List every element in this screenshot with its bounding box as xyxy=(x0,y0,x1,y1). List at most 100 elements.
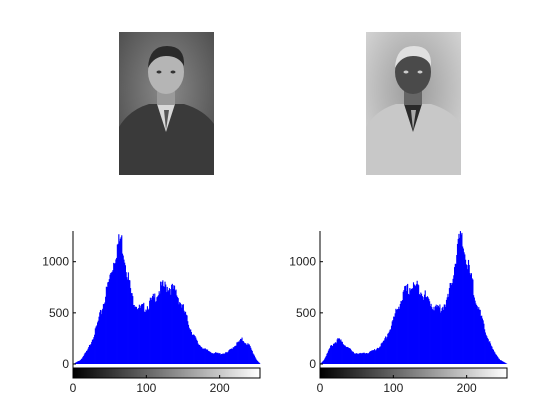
histogram-bar xyxy=(135,306,137,364)
histogram-bar xyxy=(382,342,384,364)
histogram-bar xyxy=(489,341,491,364)
histogram-bar xyxy=(107,282,109,364)
x-tick-label: 0 xyxy=(317,381,324,395)
histogram-bar xyxy=(329,347,331,364)
histogram-bar xyxy=(242,341,244,364)
histogram-bar xyxy=(324,358,326,364)
histogram-bar xyxy=(323,359,325,364)
histogram-bar xyxy=(187,324,190,364)
histogram-bar xyxy=(153,297,155,364)
histogram-bar xyxy=(366,352,368,364)
histogram-bar xyxy=(117,243,119,364)
histogram-bar xyxy=(360,352,362,364)
histogram-bar xyxy=(363,352,365,364)
histogram-bar xyxy=(502,361,504,364)
histogram-bar xyxy=(495,354,497,364)
histogram-bar xyxy=(433,306,435,364)
histogram-bar xyxy=(154,293,156,364)
histogram-bar xyxy=(407,283,409,364)
histogram-bar xyxy=(159,293,161,364)
histogram-bar xyxy=(143,311,146,364)
histogram-bar xyxy=(124,265,126,364)
histogram-bar xyxy=(97,322,99,364)
histogram-bar xyxy=(443,309,445,364)
histogram-bar xyxy=(377,348,379,364)
y-tick-label: 1000 xyxy=(289,255,316,269)
histogram-bar xyxy=(349,348,351,364)
histogram-bar xyxy=(456,255,458,364)
histogram-bar xyxy=(487,338,489,364)
histogram-bar xyxy=(176,297,179,364)
histogram-bar xyxy=(322,361,324,364)
histogram-bar xyxy=(448,296,450,364)
histogram-bar xyxy=(202,348,204,364)
histogram-bar xyxy=(454,263,456,364)
histogram-bar xyxy=(152,293,154,364)
histogram-bar xyxy=(113,263,115,364)
histogram-bar xyxy=(218,353,220,364)
histogram-bar xyxy=(500,360,503,364)
histogram-bar xyxy=(201,347,203,364)
histogram-bar xyxy=(99,312,101,364)
histogram-bar xyxy=(412,288,414,364)
histogram-bar xyxy=(206,349,208,364)
histogram-bar xyxy=(470,273,472,364)
histogram-bar xyxy=(330,345,332,364)
histogram-bar xyxy=(344,345,346,364)
histogram-bar xyxy=(403,290,405,364)
histogram-bar xyxy=(501,361,503,364)
histogram-bar xyxy=(388,331,390,364)
histogram-bar xyxy=(180,304,182,364)
histogram-bar xyxy=(448,288,450,364)
histogram-bar xyxy=(401,300,404,364)
histogram-bar xyxy=(256,360,258,364)
histogram-bar xyxy=(378,348,380,364)
histogram-bar xyxy=(89,345,91,364)
histogram-bar xyxy=(467,259,470,364)
histogram-bar xyxy=(385,336,387,364)
histogram-bar xyxy=(83,354,85,364)
histogram-bar xyxy=(421,293,423,364)
histogram-bar xyxy=(435,304,437,364)
histogram-bar xyxy=(160,281,162,364)
histogram-bar xyxy=(186,315,188,364)
histogram-bar xyxy=(368,352,371,364)
histogram-bar xyxy=(141,303,143,364)
histogram-bar xyxy=(229,349,231,364)
histogram-bar xyxy=(156,297,158,364)
histogram-bar xyxy=(505,363,507,364)
histogram-bar xyxy=(207,349,209,364)
histogram-bar xyxy=(236,342,238,364)
histogram-bar xyxy=(174,290,176,364)
histogram-bar xyxy=(480,316,482,364)
histogram-bar xyxy=(377,347,379,364)
histogram-panel-1: 0 500 1000 0 100 200 xyxy=(42,231,261,395)
histogram-bar xyxy=(242,341,245,364)
histogram-bar xyxy=(468,264,470,364)
histogram-bar xyxy=(383,340,385,364)
histogram-bar xyxy=(440,311,442,364)
histogram-bar xyxy=(342,343,344,364)
histogram-bar xyxy=(475,303,477,364)
histogram-bar xyxy=(504,362,506,364)
histogram-bar xyxy=(476,305,478,364)
histogram-bar xyxy=(187,321,189,364)
histogram-bar xyxy=(409,288,411,364)
histogram-bar xyxy=(421,295,423,364)
histogram-bar xyxy=(393,316,395,364)
histogram-bar xyxy=(395,308,397,364)
histogram-bar xyxy=(472,279,474,364)
histogram-bar xyxy=(121,253,124,364)
histogram-bar xyxy=(223,353,225,364)
histogram-bar xyxy=(142,303,144,364)
histogram-bar xyxy=(394,313,396,364)
histogram-bar xyxy=(240,338,242,364)
histogram-bars xyxy=(73,234,261,364)
histogram-bar xyxy=(106,286,108,364)
histogram-bar xyxy=(338,338,340,364)
histogram-bar xyxy=(343,344,345,364)
histogram-bar xyxy=(248,344,250,364)
histogram-bar xyxy=(333,343,335,364)
grayscale-colorbar xyxy=(72,367,261,379)
histogram-bar xyxy=(452,278,454,364)
